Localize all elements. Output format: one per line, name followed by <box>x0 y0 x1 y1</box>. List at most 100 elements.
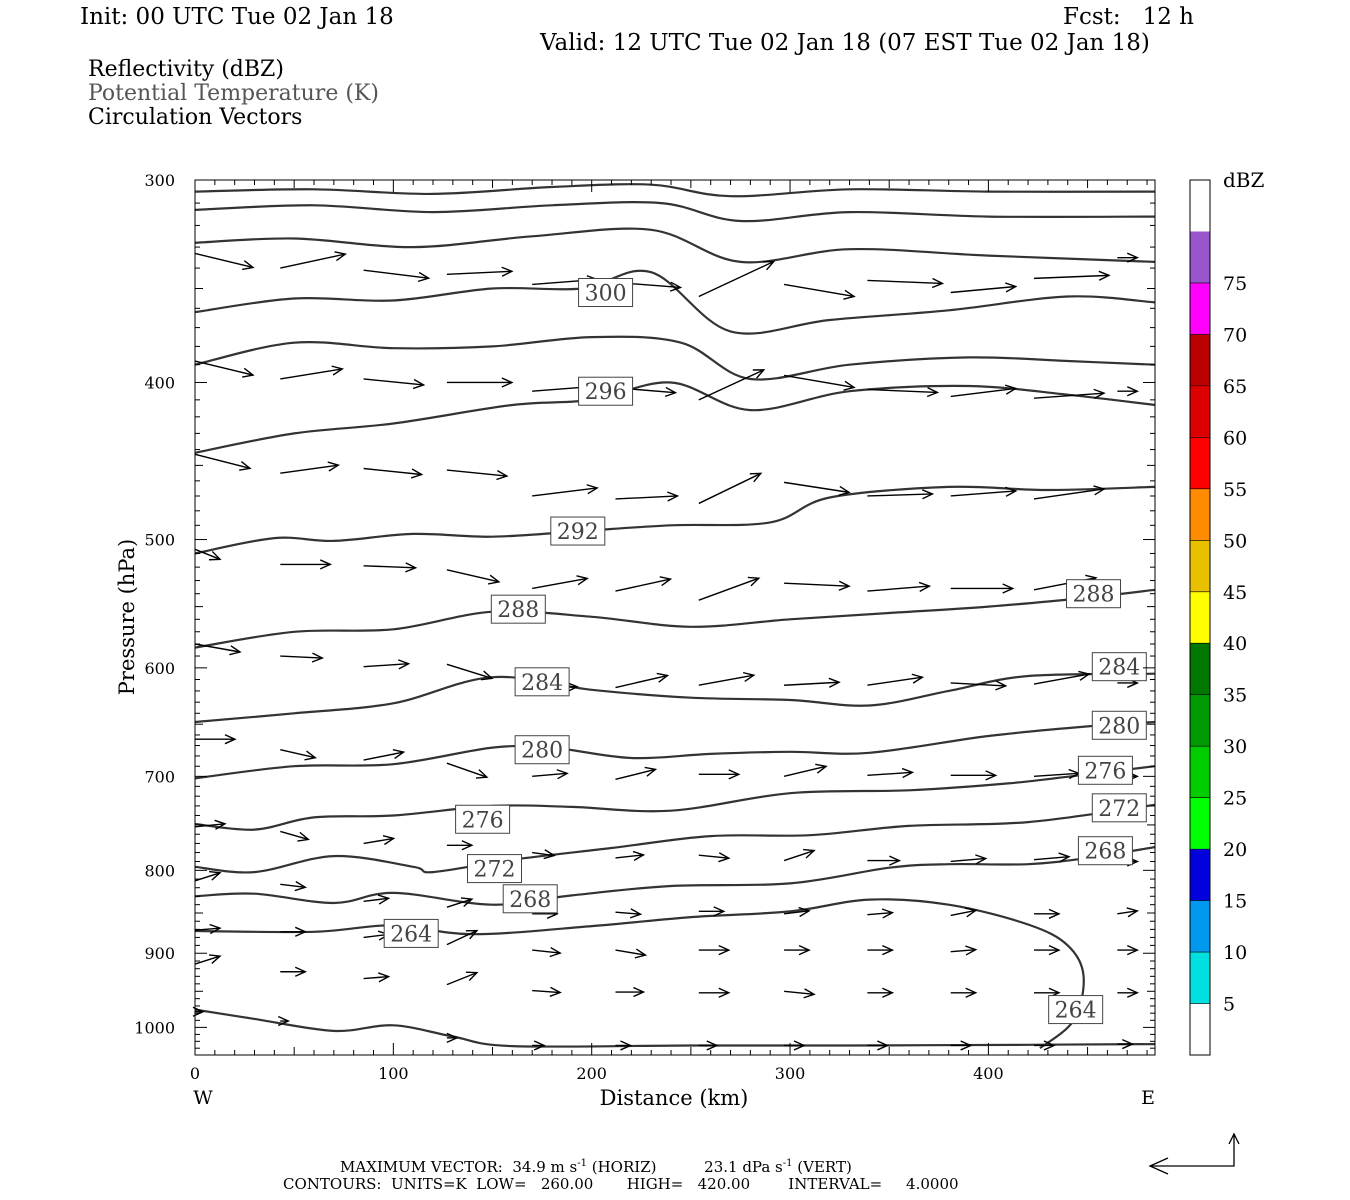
circulation-vector <box>532 484 599 497</box>
x-tick-label: 0 <box>190 1064 200 1083</box>
svg-text:272: 272 <box>474 858 516 883</box>
y-tick-label: 500 <box>144 531 175 550</box>
circulation-vector <box>194 360 255 378</box>
svg-text:264: 264 <box>390 922 432 947</box>
circulation-vector <box>784 988 816 999</box>
svg-text:268: 268 <box>509 888 551 913</box>
colorbar-swatch <box>1190 1003 1210 1055</box>
circulation-vector <box>615 491 680 502</box>
circulation-vector <box>280 652 325 663</box>
circulation-vector <box>363 659 411 670</box>
contour-label: 284 <box>1091 652 1147 682</box>
contour-label: 296 <box>578 376 634 406</box>
colorbar-swatch <box>1190 643 1210 695</box>
colorbar: 5 10 15 20 25 30 35 40 45 50 55 60 65 70 75 <box>1189 179 1247 1056</box>
circulation-vector <box>615 986 646 998</box>
circulation-vector <box>698 472 763 505</box>
colorbar-swatch <box>1190 797 1210 850</box>
circulation-vector <box>280 461 340 474</box>
circulation-vector <box>363 894 391 905</box>
colorbar-label: 50 <box>1223 530 1247 552</box>
contour-label: 264 <box>1048 995 1104 1025</box>
circulation-vector <box>784 906 811 918</box>
circulation-vector <box>950 384 1018 398</box>
circulation-vector <box>280 830 310 842</box>
circulation-vector <box>1117 386 1140 397</box>
circulation-vector <box>783 481 851 496</box>
circulation-vector <box>532 1040 546 1051</box>
circulation-vector <box>280 881 307 892</box>
x-tick-label: 200 <box>576 1064 607 1083</box>
colorbar-swatch <box>1190 180 1210 232</box>
isentrope-268 <box>195 846 1155 906</box>
circulation-vector <box>950 945 978 956</box>
circulation-vector <box>867 386 940 398</box>
isentrope-272 <box>195 803 1155 874</box>
colorbar-swatch <box>1190 952 1210 1004</box>
circulation-vector <box>363 269 431 283</box>
circulation-vector <box>532 849 556 860</box>
circulation-vector <box>532 986 562 997</box>
circulation-vector <box>867 987 895 998</box>
circulation-vector <box>446 897 474 908</box>
svg-text:280: 280 <box>1098 714 1140 739</box>
circulation-vector <box>1033 485 1106 500</box>
circulation-vector <box>867 908 895 919</box>
circulation-vector <box>867 673 925 686</box>
circulation-vector <box>194 252 255 271</box>
colorbar-label: 75 <box>1223 273 1247 295</box>
circulation-vector <box>277 1015 291 1027</box>
circulation-vector <box>446 663 494 681</box>
circulation-vector <box>1034 944 1061 956</box>
circulation-vector <box>532 769 569 780</box>
circulation-vector <box>950 1040 973 1051</box>
circulation-vector <box>280 966 308 977</box>
svg-text:288: 288 <box>1073 583 1115 608</box>
circulation-vector <box>363 748 406 761</box>
legend-circulation-vectors: Circulation Vectors <box>88 105 303 130</box>
circulation-vector <box>446 469 509 481</box>
isentrope-300 <box>195 269 1155 335</box>
circulation-vector <box>363 562 418 573</box>
colorbar-label: 40 <box>1223 633 1247 655</box>
svg-text:292: 292 <box>557 520 599 545</box>
svg-text:272: 272 <box>1098 797 1140 822</box>
circulation-vector <box>784 944 811 956</box>
circulation-vector <box>194 548 222 561</box>
circulation-vector <box>784 580 851 591</box>
circulation-vector <box>280 926 308 937</box>
colorbar-label: 15 <box>1223 891 1247 913</box>
colorbar-label: 30 <box>1223 736 1247 758</box>
circulation-vector <box>1034 908 1061 919</box>
circulation-vector <box>446 762 489 779</box>
circulation-vector <box>194 453 252 471</box>
tick-layer: 300 400 500 600 700 800 900 1000 0 100 200 300 400 <box>134 171 1155 1083</box>
legend-potential-temperature: Potential Temperature (K) <box>88 81 379 106</box>
isentrope-264 <box>195 898 1085 1050</box>
x-tick-label: 300 <box>775 1064 806 1083</box>
circulation-vector <box>194 954 222 965</box>
circulation-vector <box>280 365 344 380</box>
circulation-vector <box>280 559 333 570</box>
circulation-vector <box>698 852 731 863</box>
circulation-vector <box>698 906 726 917</box>
circulation-vector <box>446 377 514 388</box>
circulation-vector <box>1117 907 1140 918</box>
valid-time: Valid: 12 UTC Tue 02 Jan 18 (07 EST Tue … <box>540 30 1150 56</box>
circulation-vector <box>867 277 945 289</box>
circulation-vector <box>1033 670 1091 685</box>
circulation-vector <box>1117 1038 1135 1050</box>
circulation-vector <box>1117 252 1140 263</box>
isentrope-260 <box>195 1008 1155 1048</box>
circulation-vector <box>615 948 648 959</box>
contour-label: 264 <box>383 918 439 948</box>
contour-label: 272 <box>467 854 523 884</box>
circulation-vector <box>280 251 347 269</box>
colorbar-swatch <box>1190 282 1210 335</box>
colorbar-label: 70 <box>1223 324 1247 346</box>
circulation-vector <box>783 374 856 391</box>
isentrope-312 <box>195 183 1155 198</box>
y-tick-label: 400 <box>144 373 175 392</box>
contour-label: 268 <box>1077 836 1133 866</box>
